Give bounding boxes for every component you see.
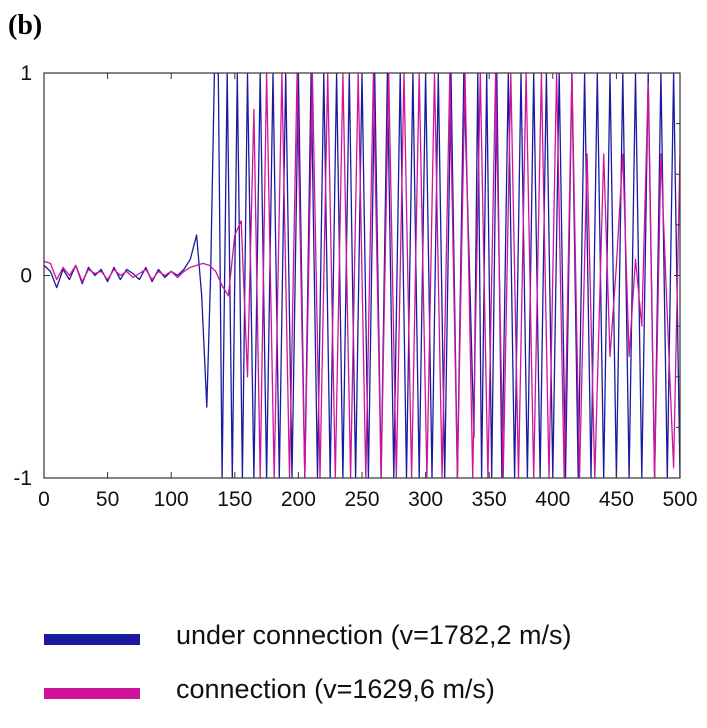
series-line-1 [44, 73, 680, 478]
x-tick-label: 450 [599, 488, 634, 511]
x-tick-label: 0 [38, 488, 50, 511]
legend-item-under-connection: under connection (v=1782,2 m/s) [44, 620, 684, 660]
x-tick-label: 200 [281, 488, 316, 511]
x-tick-label: 350 [472, 488, 507, 511]
axes-layer: 0 50 100 150 200 250 300 350 400 450 500 -1 0 1 [13, 62, 697, 511]
panel-label: (b) [8, 10, 43, 41]
x-tick-label: 50 [96, 488, 119, 511]
x-tick-label: 500 [662, 488, 697, 511]
x-tick-label: 400 [535, 488, 570, 511]
x-tick-label: 100 [154, 488, 189, 511]
x-tick-label: 150 [217, 488, 252, 511]
x-tick-label: 300 [408, 488, 443, 511]
x-tick-label: 250 [344, 488, 379, 511]
series-layer [44, 73, 680, 478]
legend-label-under-connection: under connection (v=1782,2 m/s) [176, 620, 572, 650]
legend-item-connection: connection (v=1629,6 m/s) [44, 674, 684, 714]
y-tick-label: 0 [20, 265, 32, 288]
legend-swatch-under-connection [44, 634, 140, 645]
line-chart: 0 50 100 150 200 250 300 350 400 450 500 -1 0 1 [13, 62, 697, 511]
legend-label-connection: connection (v=1629,6 m/s) [176, 674, 495, 704]
y-tick-label: -1 [13, 467, 32, 490]
y-tick-label: 1 [20, 62, 32, 85]
legend-swatch-connection [44, 688, 140, 699]
